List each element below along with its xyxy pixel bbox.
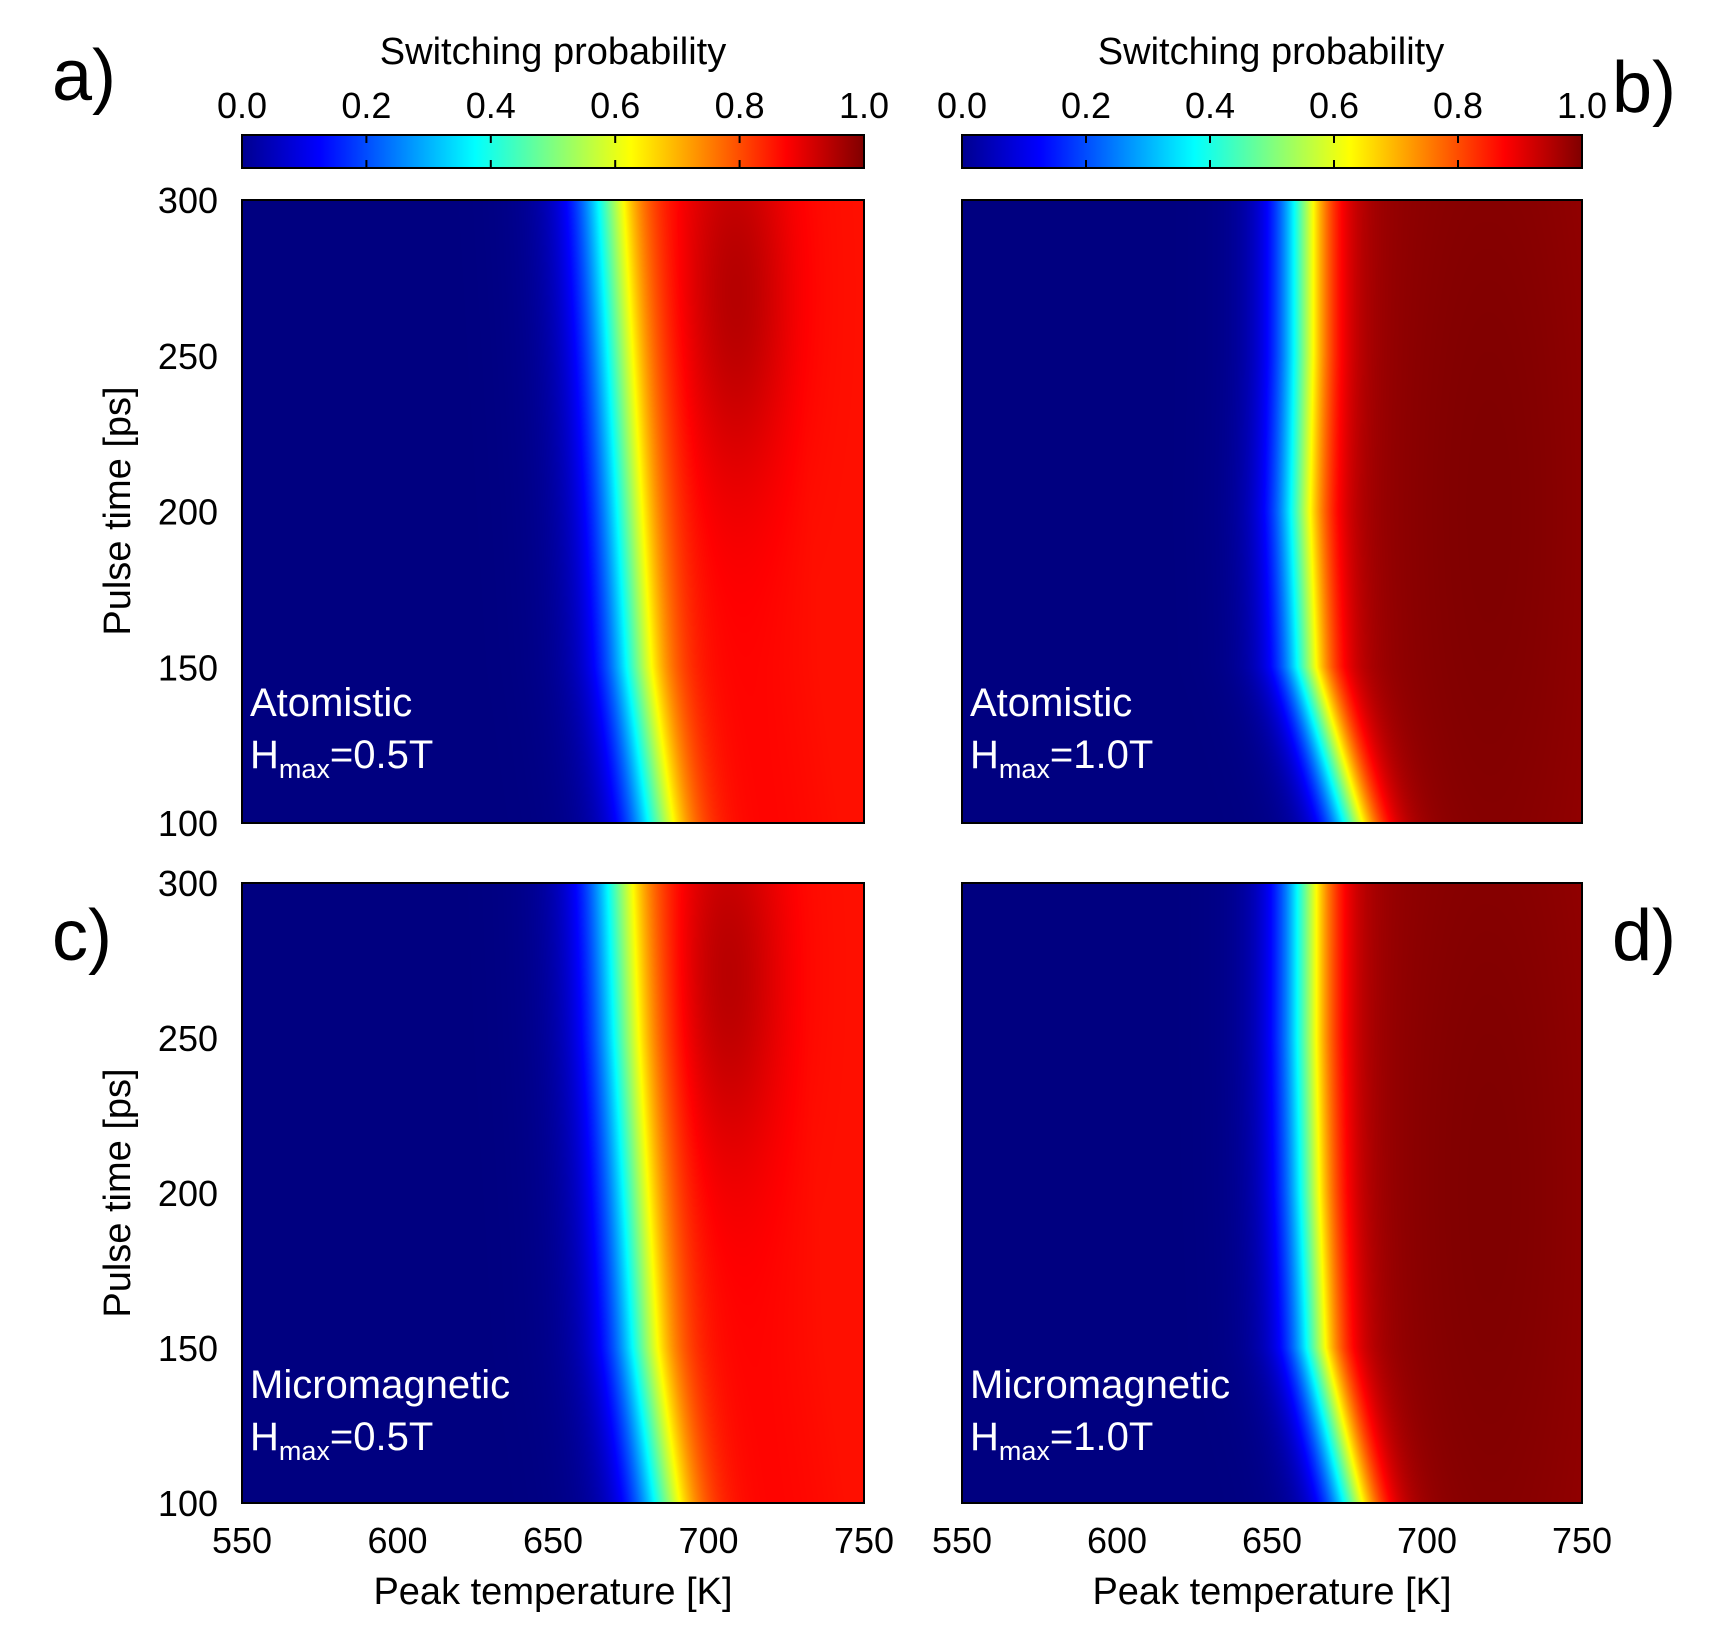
- colorbar-gradient: [241, 134, 865, 169]
- field-value: =0.5T: [330, 733, 433, 777]
- field-prefix: H: [250, 1415, 279, 1459]
- model-label: Micromagnetic: [250, 1363, 510, 1407]
- heatmap-panel-c: Micromagnetic Hmax=0.5T: [241, 882, 865, 1504]
- model-label: Atomistic: [970, 681, 1132, 725]
- colorbar-gradient: [961, 134, 1583, 169]
- x-axis-title-left: Peak temperature [K]: [373, 1571, 732, 1613]
- x-tick-label: 700: [678, 1520, 738, 1561]
- plot-frame: [961, 882, 1583, 1504]
- field-value: =1.0T: [1050, 733, 1153, 777]
- colorbar-tick-label: 0.6: [590, 85, 640, 126]
- colorbar-left: Switching probability 0.0 0.2 0.4 0.6 0.8 1.0: [217, 31, 889, 169]
- model-label: Atomistic: [250, 681, 412, 725]
- y-tick-labels-bottom: 100 150 200 250 300: [158, 863, 218, 1524]
- colorbar-tick-label: 0.2: [341, 85, 391, 126]
- field-subscript: max: [279, 1436, 331, 1466]
- heatmap-panel-d: Micromagnetic Hmax=1.0T: [961, 882, 1583, 1504]
- x-tick-label: 650: [1242, 1520, 1302, 1561]
- y-tick-label: 200: [158, 1173, 218, 1214]
- field-label: Hmax=1.0T: [970, 1415, 1153, 1466]
- heatmap-d: [962, 883, 1582, 1503]
- field-value: =0.5T: [330, 1415, 433, 1459]
- field-prefix: H: [250, 733, 279, 777]
- colorbar-tick-label: 0.0: [937, 85, 987, 126]
- y-tick-label: 150: [158, 647, 218, 688]
- x-tick-labels-right: 550 600 650 700 750: [932, 1520, 1612, 1561]
- y-tick-label: 300: [158, 863, 218, 904]
- y-tick-label: 300: [158, 180, 218, 221]
- heatmap-b: [962, 200, 1582, 823]
- y-tick-label: 100: [158, 1483, 218, 1524]
- y-tick-label: 250: [158, 336, 218, 377]
- heatmap-c: [242, 883, 864, 1503]
- heatmap-panel-b: Atomistic Hmax=1.0T: [961, 199, 1583, 824]
- y-tick-labels-top: 100 150 200 250 300: [158, 180, 218, 844]
- y-axis-title-bottom: Pulse time [ps]: [97, 1068, 139, 1317]
- x-tick-label: 550: [212, 1520, 272, 1561]
- colorbar-tick-marks: [365, 135, 741, 168]
- heatmap-panel-a: Atomistic Hmax=0.5T: [241, 199, 865, 824]
- x-tick-label: 650: [523, 1520, 583, 1561]
- colorbar-tick-marks: [1085, 135, 1459, 168]
- field-prefix: H: [970, 733, 999, 777]
- heatmap-a: [242, 200, 864, 823]
- colorbar-tick-label: 0.8: [1433, 85, 1483, 126]
- field-value: =1.0T: [1050, 1415, 1153, 1459]
- x-axis-title-right: Peak temperature [K]: [1092, 1571, 1451, 1613]
- colorbar-tick-label: 1.0: [1557, 85, 1607, 126]
- colorbar-tick-label: 0.2: [1061, 85, 1111, 126]
- x-tick-label: 750: [834, 1520, 894, 1561]
- colorbar-tick-label: 0.4: [1185, 85, 1235, 126]
- colorbar-tick-label: 0.6: [1309, 85, 1359, 126]
- plot-frame: [241, 882, 865, 1504]
- colorbar-tick-label: 0.0: [217, 85, 267, 126]
- x-tick-label: 550: [932, 1520, 992, 1561]
- x-tick-label: 750: [1552, 1520, 1612, 1561]
- y-tick-label: 100: [158, 803, 218, 844]
- colorbar-tick-label: 1.0: [839, 85, 889, 126]
- panel-letter-d: d): [1612, 896, 1676, 976]
- colorbar-title: Switching probability: [1098, 31, 1444, 73]
- field-subscript: max: [279, 754, 331, 784]
- panel-letter-a: a): [52, 36, 116, 116]
- y-axis-title-top: Pulse time [ps]: [97, 386, 139, 635]
- colorbar-tick-label: 0.4: [466, 85, 516, 126]
- plot-frame: [961, 199, 1583, 824]
- y-tick-label: 250: [158, 1018, 218, 1059]
- field-subscript: max: [999, 754, 1051, 784]
- colorbar-tick-labels: 0.0 0.2 0.4 0.6 0.8 1.0: [217, 85, 889, 126]
- panel-letter-b: b): [1612, 48, 1676, 128]
- colorbar-tick-label: 0.8: [715, 85, 765, 126]
- x-tick-labels-left: 550 600 650 700 750: [212, 1520, 894, 1561]
- colorbar-title: Switching probability: [380, 31, 726, 73]
- colorbar-tick-labels: 0.0 0.2 0.4 0.6 0.8 1.0: [937, 85, 1607, 126]
- panel-letter-c: c): [52, 896, 112, 976]
- x-tick-label: 600: [367, 1520, 427, 1561]
- field-label: Hmax=0.5T: [250, 1415, 433, 1466]
- x-tick-label: 600: [1087, 1520, 1147, 1561]
- field-label: Hmax=1.0T: [970, 733, 1153, 784]
- plot-frame: [241, 199, 865, 824]
- field-subscript: max: [999, 1436, 1051, 1466]
- field-prefix: H: [970, 1415, 999, 1459]
- colorbar-right: Switching probability 0.0 0.2 0.4 0.6 0.8 1.0: [937, 31, 1607, 169]
- x-tick-label: 700: [1397, 1520, 1457, 1561]
- field-label: Hmax=0.5T: [250, 733, 433, 784]
- y-tick-label: 150: [158, 1328, 218, 1369]
- y-tick-label: 200: [158, 492, 218, 533]
- model-label: Micromagnetic: [970, 1363, 1230, 1407]
